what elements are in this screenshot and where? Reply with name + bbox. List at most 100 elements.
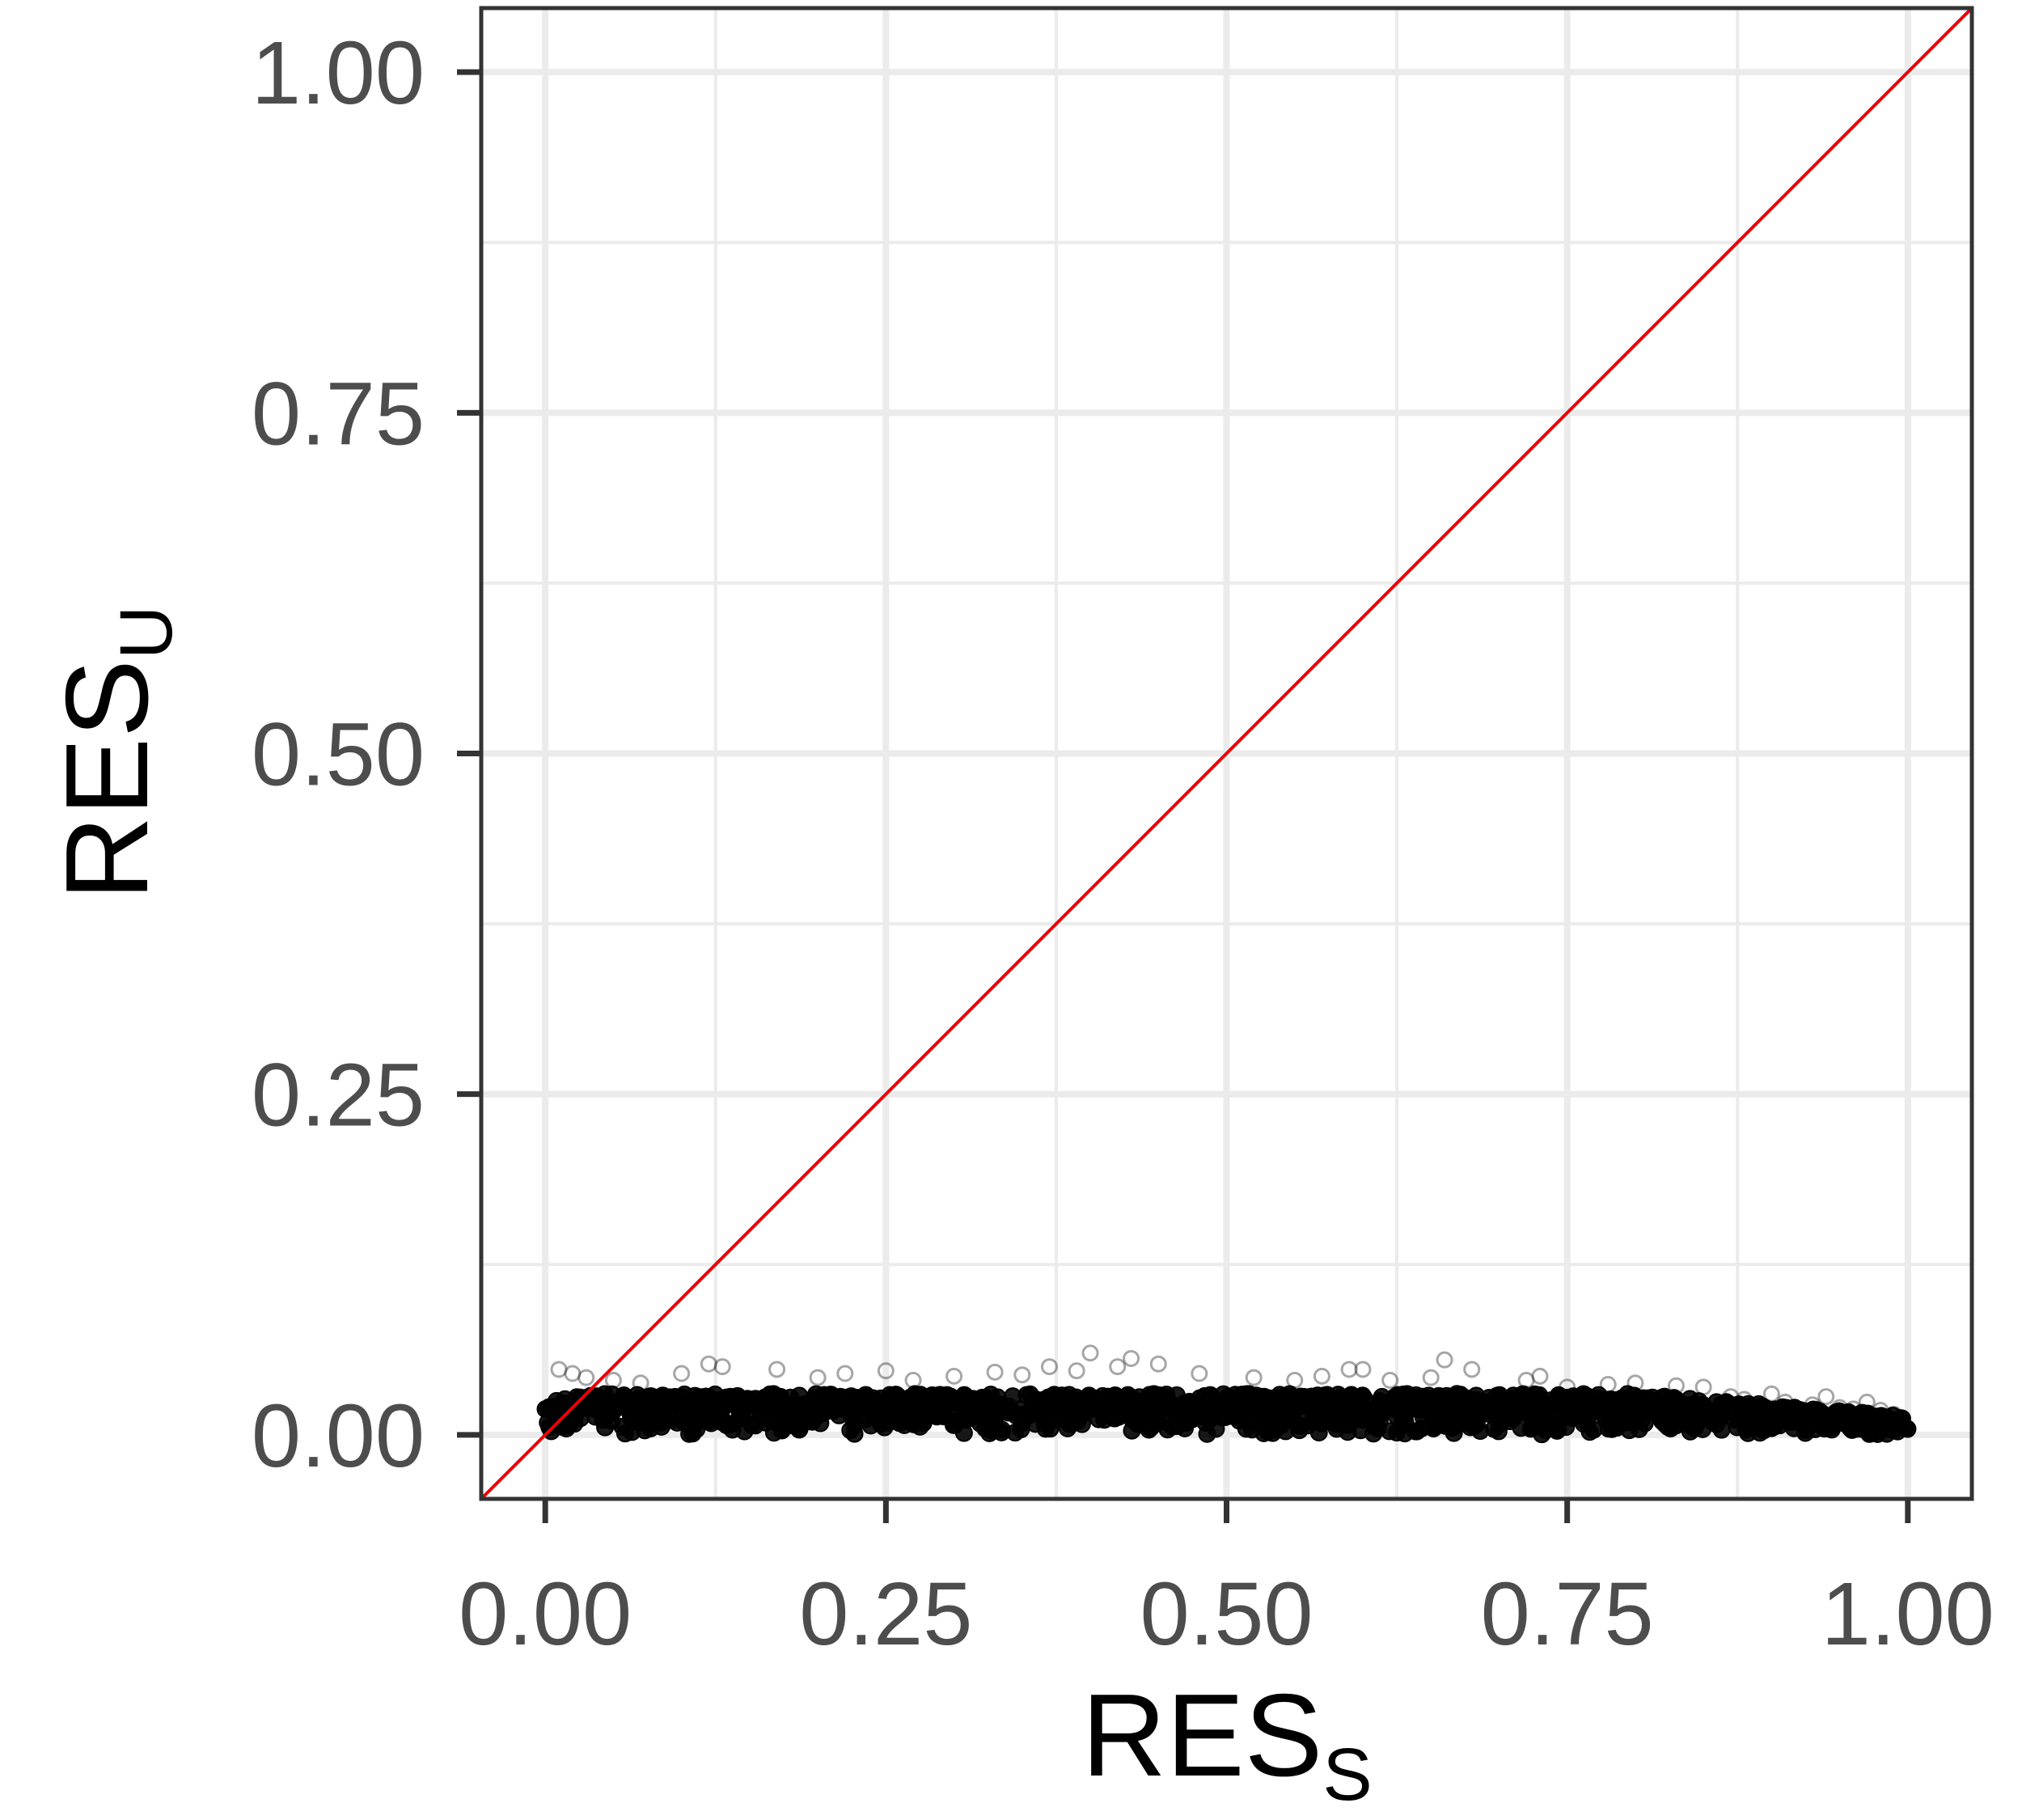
data-point <box>1763 1415 1782 1433</box>
data-point <box>1131 1399 1149 1417</box>
data-point-outlier <box>986 1363 1004 1381</box>
data-point <box>1712 1395 1731 1414</box>
data-point <box>1295 1395 1313 1413</box>
data-point-outlier <box>1858 1393 1876 1411</box>
data-point-outlier <box>1667 1377 1685 1395</box>
data-point <box>645 1400 663 1419</box>
data-point-outlier <box>1885 1406 1903 1424</box>
data-point-outlier <box>1694 1378 1712 1396</box>
data-point-outlier <box>1626 1374 1644 1392</box>
data-point-outlier <box>713 1358 731 1376</box>
data-point <box>1318 1386 1336 1404</box>
data-point <box>1678 1408 1697 1427</box>
data-point-outlier <box>1081 1344 1099 1362</box>
data-point <box>1467 1386 1486 1405</box>
data-point <box>1512 1419 1530 1437</box>
data-point <box>586 1407 605 1426</box>
x-axis-title: RESS <box>1081 1670 1373 1816</box>
data-point <box>1451 1386 1470 1404</box>
data-point <box>1343 1412 1362 1430</box>
data-point <box>1319 1411 1338 1429</box>
data-point <box>881 1388 899 1407</box>
data-points <box>536 1344 1917 1444</box>
data-point-outlier <box>1804 1396 1821 1414</box>
data-point-outlier <box>632 1374 649 1392</box>
y-axis-title-main: RES <box>41 659 172 900</box>
data-point <box>1369 1407 1388 1425</box>
data-point <box>545 1401 564 1420</box>
data-point-outlier <box>550 1361 568 1378</box>
data-point <box>623 1423 641 1441</box>
data-point <box>992 1403 1010 1421</box>
y-tick-label: 0.50 <box>252 705 425 805</box>
data-point-outlier <box>1736 1390 1753 1408</box>
data-point <box>1189 1399 1208 1418</box>
data-point-outlier <box>1844 1400 1862 1418</box>
data-point <box>1898 1420 1917 1438</box>
data-point <box>621 1403 640 1421</box>
data-point-outlier <box>1831 1399 1849 1416</box>
data-point <box>1385 1394 1403 1412</box>
data-point <box>1726 1411 1745 1429</box>
data-point <box>1129 1414 1148 1433</box>
data-point-outlier <box>1422 1369 1440 1386</box>
data-point <box>1789 1411 1808 1429</box>
data-point-outlier <box>945 1367 963 1385</box>
data-point <box>1658 1407 1677 1426</box>
data-point <box>1839 1403 1858 1422</box>
identity-reference-line <box>481 8 1972 1499</box>
data-point-outlier <box>1817 1388 1835 1406</box>
x-tick-label: 0.50 <box>1140 1564 1313 1664</box>
data-point <box>1857 1419 1876 1437</box>
x-tick-label: 0.25 <box>799 1564 972 1664</box>
data-point <box>1258 1407 1277 1426</box>
data-point <box>586 1391 604 1410</box>
data-point-outlier <box>836 1365 854 1382</box>
data-point <box>1083 1395 1102 1414</box>
data-point <box>1119 1386 1137 1404</box>
y-axis-title: RESU <box>41 606 188 901</box>
data-point <box>1485 1400 1504 1419</box>
data-point <box>931 1386 950 1404</box>
x-tick-label: 0.75 <box>1481 1564 1654 1664</box>
data-point <box>780 1416 798 1435</box>
data-point <box>953 1408 971 1427</box>
data-point-outlier <box>1040 1358 1058 1376</box>
data-point-outlier <box>1340 1361 1358 1378</box>
y-axis-title-sub: U <box>105 606 188 659</box>
y-tick-label: 0.75 <box>252 364 425 463</box>
data-point-outlier <box>1872 1401 1889 1419</box>
data-point <box>845 1416 864 1435</box>
data-point-outlier <box>1599 1375 1617 1393</box>
data-point <box>570 1395 589 1413</box>
x-axis-tick-labels: 0.00 0.25 0.50 0.75 1.00 <box>459 1564 1995 1664</box>
y-tick-label: 0.25 <box>252 1046 425 1145</box>
data-point-outlier <box>1245 1369 1263 1386</box>
data-point <box>1499 1390 1517 1408</box>
data-point <box>636 1414 654 1433</box>
data-point <box>930 1407 949 1425</box>
data-point <box>1597 1391 1615 1410</box>
data-point <box>955 1386 974 1404</box>
data-point <box>1485 1420 1504 1438</box>
data-point-outlier <box>1109 1358 1127 1376</box>
data-point <box>1561 1404 1580 1423</box>
data-point <box>852 1391 871 1410</box>
data-point-outlier <box>904 1371 922 1389</box>
data-point-outlier <box>1068 1362 1085 1380</box>
data-point <box>764 1390 782 1409</box>
data-point-outlier <box>1149 1355 1167 1373</box>
data-point-outlier <box>1531 1367 1549 1385</box>
data-point <box>1730 1395 1749 1414</box>
data-point-outlier <box>700 1355 717 1373</box>
data-point <box>540 1418 559 1437</box>
data-point <box>699 1388 717 1407</box>
data-point <box>1575 1415 1593 1433</box>
x-axis-title-main: RES <box>1081 1670 1322 1801</box>
data-point <box>1267 1396 1285 1415</box>
data-point-outlier <box>604 1371 622 1389</box>
data-point-outlier <box>1286 1371 1304 1389</box>
data-point <box>1529 1412 1548 1430</box>
data-point <box>1635 1414 1654 1433</box>
